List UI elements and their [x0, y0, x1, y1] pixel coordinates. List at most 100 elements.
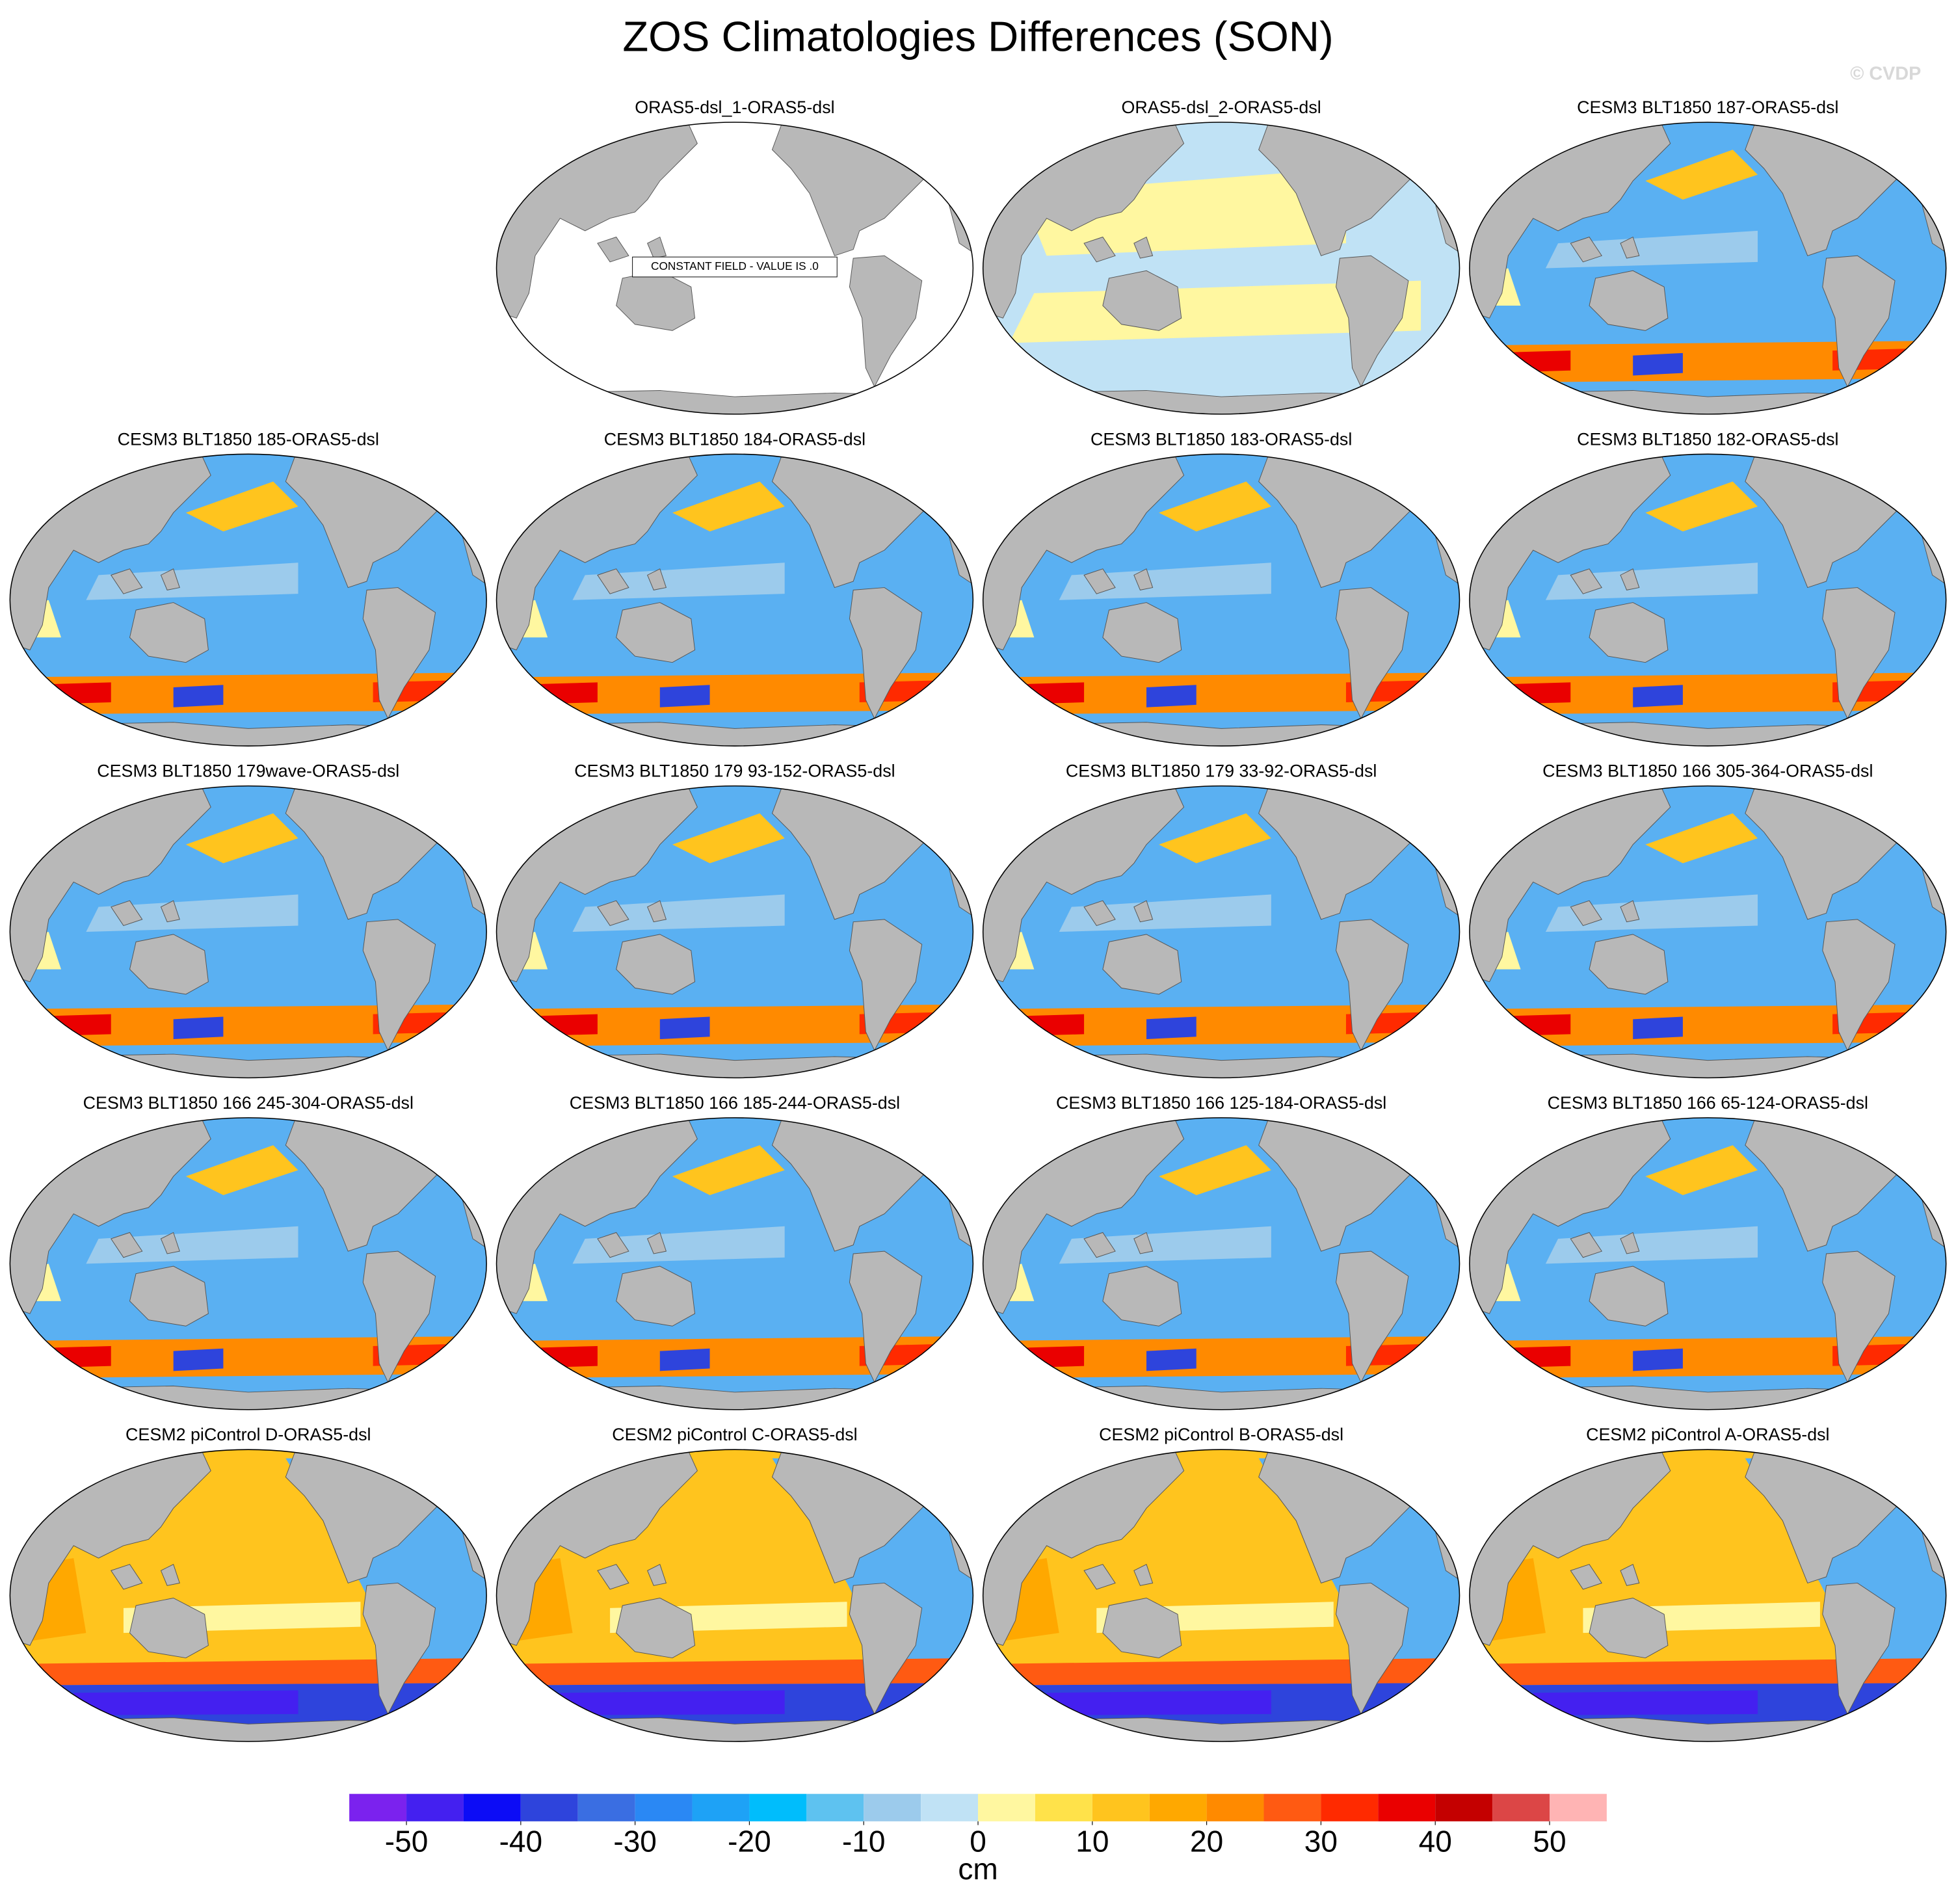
- map-outline: [9, 1449, 487, 1742]
- colorbar-tick-label: 40: [1419, 1825, 1452, 1858]
- panel-title: CESM3 BLT1850 182-ORAS5-dsl: [1577, 429, 1838, 449]
- map-outline: [982, 122, 1460, 415]
- colorbar-tick-label: 30: [1304, 1825, 1338, 1858]
- map-field: [10, 1117, 487, 1410]
- map-outline: [982, 1117, 1460, 1410]
- panel-title: CESM2 piControl C-ORAS5-dsl: [612, 1425, 857, 1444]
- panel-title: ORAS5-dsl_2-ORAS5-dsl: [1121, 98, 1321, 117]
- ocean-field: [983, 1117, 1460, 1410]
- ocean-field: [10, 786, 487, 1078]
- map-panel: [1469, 122, 1947, 415]
- map-field: [496, 1449, 973, 1742]
- map-panel: [496, 1117, 974, 1410]
- ocean-field: [10, 1117, 487, 1410]
- map-panel: [982, 453, 1460, 747]
- colorbar-unit: cm: [958, 1852, 998, 1886]
- colorbar-box: [1263, 1793, 1321, 1821]
- map-panel: CONSTANT FIELD - VALUE IS .0: [496, 122, 974, 415]
- colorbar-box: [1550, 1793, 1607, 1821]
- colorbar-tick-label: -30: [613, 1825, 657, 1858]
- panel-title: CESM3 BLT1850 166 125-184-ORAS5-dsl: [1056, 1093, 1386, 1113]
- map-outline: [9, 785, 487, 1079]
- colorbar-tick-label: 50: [1533, 1825, 1566, 1858]
- map-outline: [982, 453, 1460, 747]
- colorbar-box: [864, 1793, 921, 1821]
- ocean-field: [983, 454, 1460, 747]
- ocean-field: [983, 786, 1460, 1078]
- watermark: © CVDP: [1850, 64, 1921, 85]
- panel-title: CESM3 BLT1850 187-ORAS5-dsl: [1577, 98, 1838, 117]
- map-outline: [496, 122, 974, 415]
- map-panel: [1469, 1449, 1947, 1742]
- map-panel: [9, 1117, 487, 1410]
- map-field: [983, 1449, 1460, 1742]
- map-panel: [9, 453, 487, 747]
- map-field: [1469, 122, 1946, 414]
- colorbar-box: [1035, 1793, 1092, 1821]
- map-field: [983, 786, 1460, 1078]
- colorbar-box: [349, 1793, 407, 1821]
- panel-title: CESM2 piControl A-ORAS5-dsl: [1586, 1425, 1829, 1444]
- colorbar-box: [463, 1793, 521, 1821]
- colorbar-box: [406, 1793, 464, 1821]
- panel-title: ORAS5-dsl_1-ORAS5-dsl: [635, 98, 834, 117]
- map-field: [10, 786, 487, 1078]
- panel-title: CESM3 BLT1850 184-ORAS5-dsl: [604, 429, 866, 449]
- panel-title: CESM3 BLT1850 183-ORAS5-dsl: [1090, 429, 1352, 449]
- colorbar-tick-label: -40: [499, 1825, 543, 1858]
- colorbar-tick-label: -10: [842, 1825, 886, 1858]
- map-panel: [982, 1449, 1460, 1742]
- map-field: [983, 122, 1460, 414]
- map-field: [10, 454, 487, 747]
- panel-title: CESM2 piControl D-ORAS5-dsl: [126, 1425, 371, 1444]
- colorbar-box: [577, 1793, 635, 1821]
- panel-title: CESM2 piControl B-ORAS5-dsl: [1099, 1425, 1343, 1444]
- map-field: [983, 454, 1460, 747]
- panel-title: CESM3 BLT1850 179wave-ORAS5-dsl: [97, 761, 399, 781]
- map-field: [1469, 1117, 1946, 1410]
- ocean-field: [1469, 122, 1946, 414]
- map-outline: [496, 1117, 974, 1410]
- ocean-field: [1469, 1117, 1946, 1410]
- panel-title: CESM3 BLT1850 185-ORAS5-dsl: [118, 429, 379, 449]
- panel-title: CESM3 BLT1850 166 305-364-ORAS5-dsl: [1542, 761, 1873, 781]
- colorbar-box: [1206, 1793, 1264, 1821]
- colorbar-box: [1092, 1793, 1150, 1821]
- colorbar-box: [921, 1793, 979, 1821]
- map-field: [496, 786, 973, 1078]
- colorbar-tick-label: -20: [728, 1825, 771, 1858]
- ocean-field: [496, 786, 973, 1078]
- colorbar-box: [520, 1793, 578, 1821]
- map-outline: [496, 1449, 974, 1742]
- ocean-field: [496, 454, 973, 747]
- panel-title: CESM3 BLT1850 179 33-92-ORAS5-dsl: [1066, 761, 1377, 781]
- colorbar-tick-label: 10: [1076, 1825, 1109, 1858]
- map-outline: [1469, 785, 1947, 1079]
- map-field: [1469, 1449, 1946, 1742]
- map-outline: [9, 453, 487, 747]
- map-outline: [496, 785, 974, 1079]
- colorbar-tick-label: -50: [385, 1825, 429, 1858]
- map-outline: [1469, 1449, 1947, 1742]
- figure-body: ZOS Climatologies Differences (SON) © CV…: [9, 13, 1947, 1886]
- colorbar-box: [1321, 1793, 1379, 1821]
- panel-title: CESM3 BLT1850 166 65-124-ORAS5-dsl: [1548, 1093, 1868, 1113]
- map-outline: [1469, 1117, 1947, 1410]
- map-field: [1469, 454, 1946, 747]
- colorbar-tick-label: 20: [1190, 1825, 1223, 1858]
- colorbar-box: [1492, 1793, 1550, 1821]
- map-panel: [9, 1449, 487, 1742]
- map-outline: [982, 1449, 1460, 1742]
- map-field: [1469, 786, 1946, 1078]
- colorbar-box: [692, 1793, 750, 1821]
- figure-title: ZOS Climatologies Differences (SON): [622, 13, 1333, 60]
- map-outline: [1469, 122, 1947, 415]
- map-panel: [496, 453, 974, 747]
- map-outline: [496, 453, 974, 747]
- colorbar-box: [749, 1793, 807, 1821]
- map-panel: [982, 122, 1460, 415]
- note-box: [632, 256, 838, 278]
- map-panel: [1469, 453, 1947, 747]
